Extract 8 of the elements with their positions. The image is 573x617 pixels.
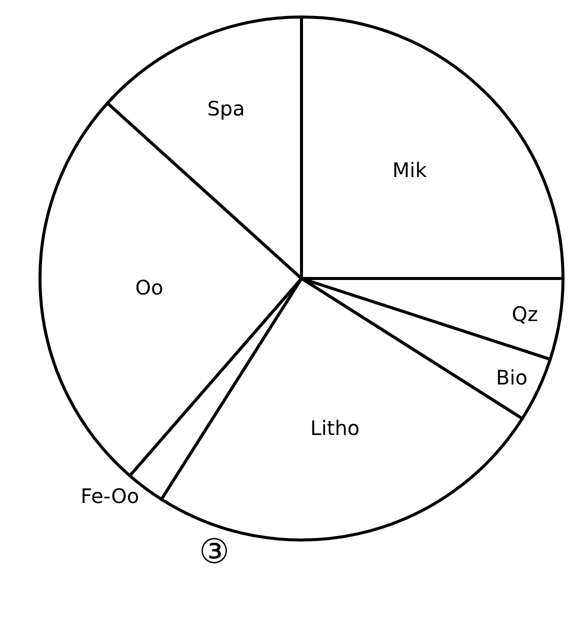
- slice-label: Mik: [392, 158, 428, 182]
- slice-label: Bio: [496, 365, 528, 390]
- text: ③: [199, 532, 230, 572]
- slice-label: Spa: [207, 96, 245, 120]
- slice-label: Qz: [512, 302, 538, 326]
- slice-label: Oo: [135, 276, 164, 300]
- slice-label: Litho: [310, 416, 360, 440]
- slice-label: Fe-Oo: [80, 484, 140, 508]
